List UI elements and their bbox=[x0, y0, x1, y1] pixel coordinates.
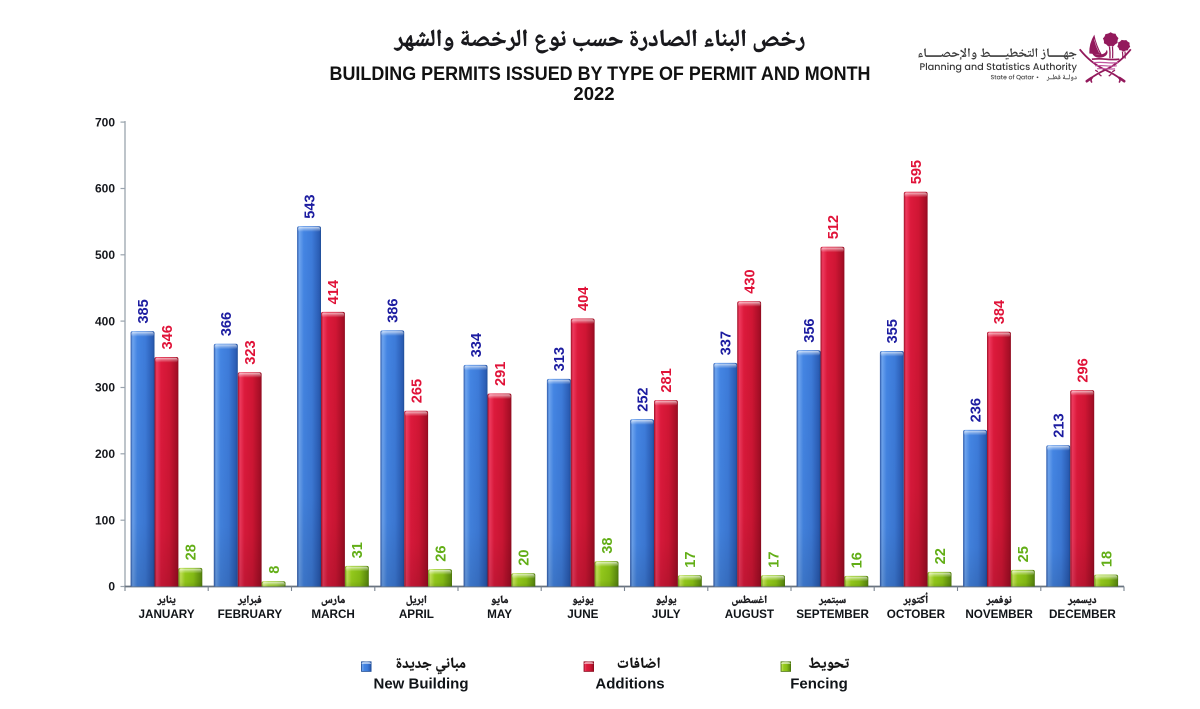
svg-text:334: 334 bbox=[469, 332, 485, 357]
svg-text:NOVEMBER: NOVEMBER bbox=[965, 608, 1033, 621]
svg-text:600: 600 bbox=[95, 182, 115, 196]
svg-text:38: 38 bbox=[600, 538, 616, 554]
svg-text:MARCH: MARCH bbox=[311, 608, 355, 621]
svg-text:New Building: New Building bbox=[374, 676, 469, 693]
svg-text:265: 265 bbox=[410, 379, 426, 403]
svg-text:337: 337 bbox=[719, 331, 735, 355]
svg-text:16: 16 bbox=[850, 552, 866, 568]
svg-text:386: 386 bbox=[386, 299, 402, 323]
svg-text:213: 213 bbox=[1052, 413, 1068, 437]
svg-text:31: 31 bbox=[350, 542, 366, 558]
svg-text:100: 100 bbox=[95, 513, 115, 527]
svg-text:OCTOBER: OCTOBER bbox=[887, 608, 946, 621]
svg-text:236: 236 bbox=[968, 398, 984, 422]
svg-text:252: 252 bbox=[635, 387, 651, 411]
svg-text:Fencing: Fencing bbox=[790, 676, 848, 693]
svg-text:22: 22 bbox=[933, 548, 949, 564]
svg-text:JULY: JULY bbox=[652, 608, 681, 621]
svg-text:313: 313 bbox=[552, 347, 568, 371]
svg-text:543: 543 bbox=[302, 194, 318, 218]
svg-text:17: 17 bbox=[766, 551, 782, 567]
svg-text:25: 25 bbox=[1016, 546, 1032, 562]
svg-text:BUILDING PERMITS ISSUED BY TYP: BUILDING PERMITS ISSUED BY TYPE OF PERMI… bbox=[330, 63, 871, 85]
svg-text:700: 700 bbox=[95, 115, 115, 129]
svg-text:281: 281 bbox=[659, 368, 675, 392]
svg-text:SEPTEMBER: SEPTEMBER bbox=[796, 608, 869, 621]
svg-text:AUGUST: AUGUST bbox=[725, 608, 775, 621]
svg-text:26: 26 bbox=[433, 546, 449, 562]
svg-text:Additions: Additions bbox=[595, 676, 664, 693]
svg-text:300: 300 bbox=[95, 381, 115, 395]
svg-text:595: 595 bbox=[909, 160, 925, 184]
svg-text:20: 20 bbox=[517, 549, 533, 565]
svg-text:512: 512 bbox=[826, 215, 842, 239]
svg-text:2022: 2022 bbox=[573, 83, 614, 104]
svg-text:355: 355 bbox=[885, 319, 901, 343]
svg-text:414: 414 bbox=[326, 279, 342, 304]
svg-text:APRIL: APRIL bbox=[399, 608, 434, 621]
svg-text:8: 8 bbox=[267, 566, 283, 574]
svg-text:MAY: MAY bbox=[487, 608, 512, 621]
svg-text:323: 323 bbox=[243, 340, 259, 364]
svg-text:346: 346 bbox=[160, 325, 176, 349]
svg-text:JUNE: JUNE bbox=[567, 608, 598, 621]
svg-text:18: 18 bbox=[1099, 551, 1115, 567]
svg-text:FEBRUARY: FEBRUARY bbox=[218, 608, 283, 621]
svg-text:DECEMBER: DECEMBER bbox=[1049, 608, 1116, 621]
svg-text:200: 200 bbox=[95, 447, 115, 461]
svg-text:0: 0 bbox=[108, 580, 115, 594]
svg-text:356: 356 bbox=[802, 318, 818, 342]
svg-text:430: 430 bbox=[743, 269, 759, 293]
svg-text:500: 500 bbox=[95, 248, 115, 262]
svg-text:385: 385 bbox=[136, 299, 152, 323]
svg-text:384: 384 bbox=[992, 299, 1008, 324]
svg-text:404: 404 bbox=[576, 286, 592, 311]
svg-text:296: 296 bbox=[1076, 358, 1092, 382]
svg-text:JANUARY: JANUARY bbox=[139, 608, 195, 621]
svg-text:28: 28 bbox=[184, 544, 200, 560]
svg-text:17: 17 bbox=[683, 551, 699, 567]
svg-text:291: 291 bbox=[493, 362, 509, 386]
svg-text:366: 366 bbox=[219, 312, 235, 336]
svg-text:400: 400 bbox=[95, 314, 115, 328]
